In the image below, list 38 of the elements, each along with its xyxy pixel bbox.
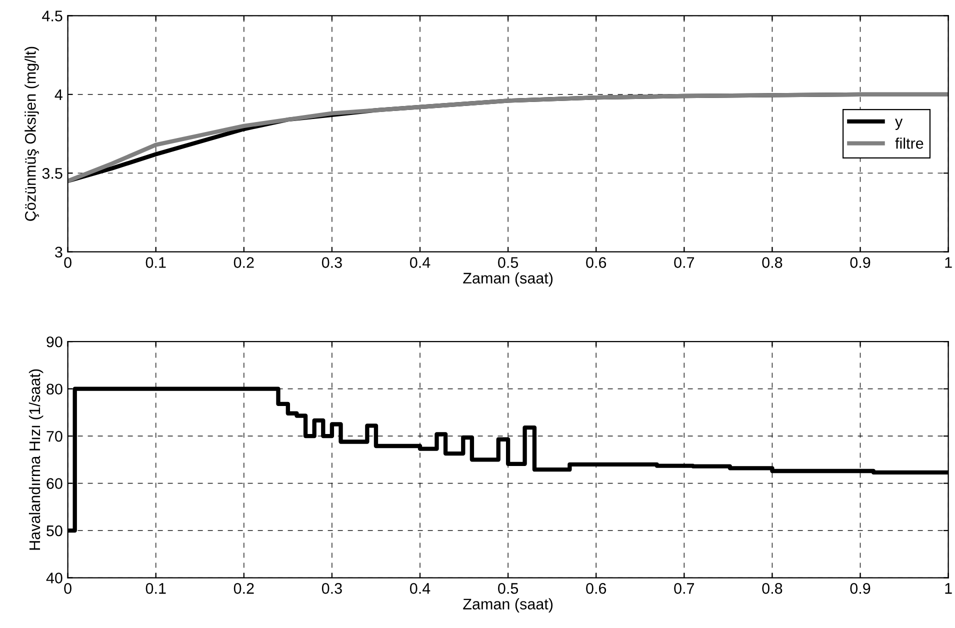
y-tick-label: 4.5 (42, 10, 62, 22)
x-tick-label: 0.7 (674, 583, 694, 594)
x-tick-label: 0.2 (234, 257, 254, 268)
x-axis-title: Zaman (saat) (463, 598, 553, 612)
x-axis-title: Zaman (saat) (463, 272, 553, 287)
x-tick-label: 0.4 (410, 583, 430, 594)
x-tick-label: 0.1 (146, 257, 166, 268)
x-tick-label: 0.5 (498, 583, 518, 594)
y-axis-title: Çözünmüş Oksijen (mg/lt) (24, 46, 39, 221)
y-tick-label: 70 (46, 430, 62, 442)
y-tick-label: 80 (46, 384, 62, 395)
x-tick-label: 0.8 (762, 257, 782, 268)
x-tick-label: 0.2 (234, 583, 254, 594)
x-tick-label: 0.8 (762, 583, 782, 594)
x-tick-label: 0.4 (410, 257, 430, 268)
x-tick-label: 0 (64, 257, 72, 268)
x-tick-label: 0.9 (850, 257, 870, 268)
y-tick-label: 90 (46, 336, 62, 348)
x-tick-label: 1 (945, 583, 952, 594)
x-tick-label: 0.3 (322, 257, 342, 268)
x-tick-label: 0.3 (322, 583, 342, 594)
x-tick-label: 0.1 (146, 583, 166, 594)
x-tick-label: 1 (945, 257, 952, 268)
y-tick-label: 3.5 (42, 168, 62, 179)
x-tick-label: 0.6 (586, 583, 606, 594)
x-tick-label: 0.5 (498, 257, 518, 268)
legend-label: y (895, 118, 903, 130)
y-tick-label: 4 (54, 89, 62, 100)
x-tick-label: 0 (64, 583, 72, 594)
x-tick-label: 0.9 (850, 583, 870, 594)
y-tick-label: 40 (46, 572, 62, 584)
y-tick-label: 50 (46, 525, 62, 536)
y-tick-label: 3 (55, 246, 62, 258)
y-tick-label: 60 (46, 478, 62, 489)
y-axis-title: Havalandırma Hızı (1/saat) (28, 369, 44, 550)
legend-label: filtre (895, 138, 924, 149)
x-tick-label: 0.6 (586, 257, 606, 268)
x-tick-label: 0.7 (674, 257, 694, 268)
